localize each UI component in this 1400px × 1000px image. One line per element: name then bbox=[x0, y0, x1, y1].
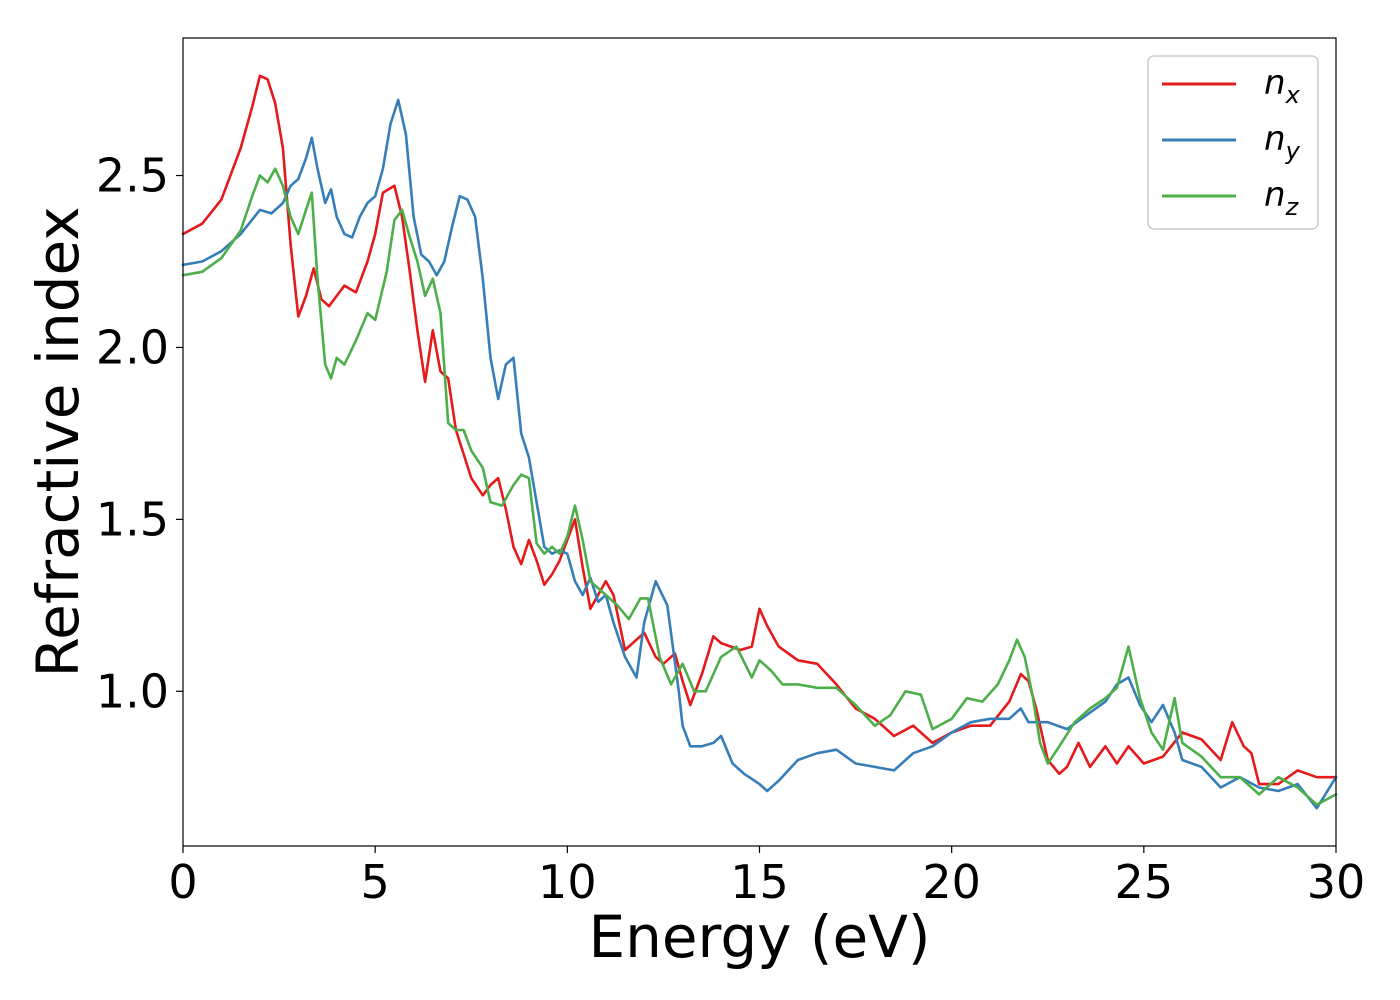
y-tick-label: 2.5 bbox=[96, 149, 169, 203]
x-tick-label: 10 bbox=[538, 855, 597, 909]
y-tick-label: 1.5 bbox=[96, 492, 169, 546]
x-tick-label: 5 bbox=[361, 855, 390, 909]
x-tick-label: 30 bbox=[1307, 855, 1366, 909]
x-tick-label: 25 bbox=[1115, 855, 1174, 909]
x-tick-label: 15 bbox=[730, 855, 789, 909]
x-axis-label: Energy (eV) bbox=[588, 903, 930, 971]
x-tick-label: 20 bbox=[922, 855, 981, 909]
series-layer bbox=[181, 74, 1338, 810]
y-tick-label: 1.0 bbox=[96, 664, 169, 718]
legend-label-nz: nz bbox=[1264, 175, 1300, 221]
series-line-nz bbox=[181, 167, 1338, 807]
x-tick-label: 0 bbox=[168, 855, 197, 909]
series-line-nx bbox=[181, 74, 1338, 786]
y-axis-ticks: 1.0 1.5 2.0 2.5 bbox=[96, 149, 183, 718]
x-axis-ticks: 0 5 10 15 20 25 30 bbox=[168, 846, 1365, 909]
y-axis-label: Refractive index bbox=[24, 206, 92, 677]
y-tick-label: 2.0 bbox=[96, 320, 169, 374]
legend-box bbox=[1147, 55, 1319, 230]
